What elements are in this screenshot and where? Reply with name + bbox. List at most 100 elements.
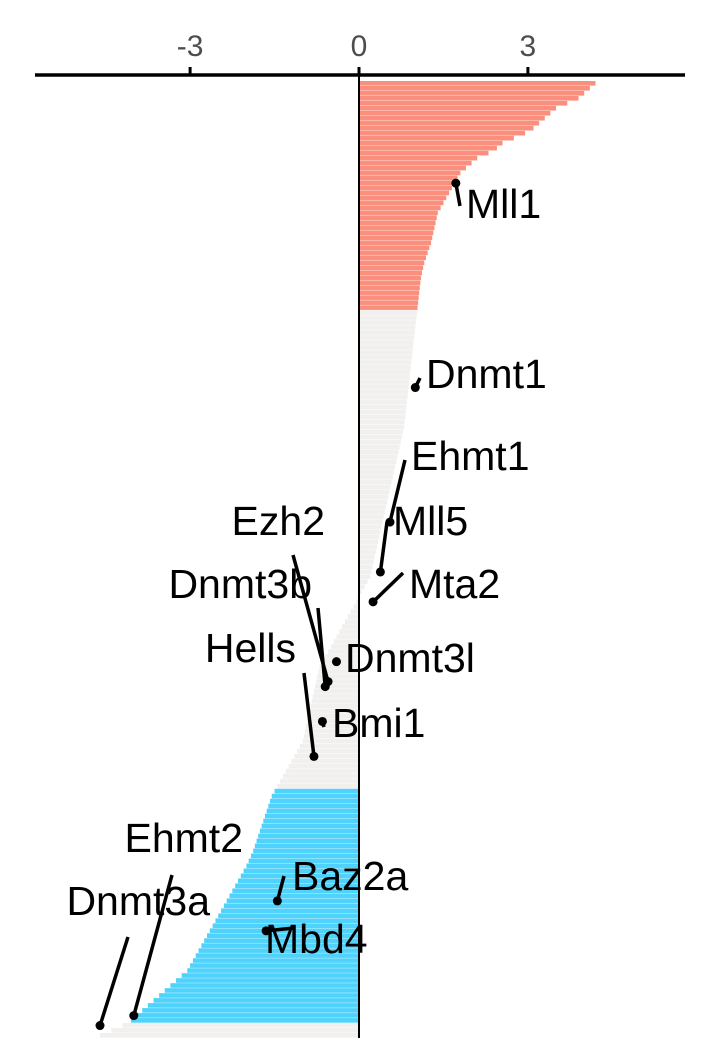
bar [359, 449, 399, 455]
gene-point [375, 567, 385, 577]
bar [285, 768, 359, 774]
bar [307, 719, 359, 724]
bar [270, 798, 359, 804]
gene-label: Ehmt1 [411, 433, 530, 479]
bar [303, 733, 359, 739]
bar [359, 310, 417, 315]
bar [218, 913, 359, 919]
bar [339, 629, 359, 634]
bar [313, 689, 359, 694]
bar [359, 514, 384, 520]
gene-point [451, 178, 461, 188]
bar [359, 210, 438, 216]
bar [226, 898, 359, 904]
label-leader-line [302, 672, 316, 757]
bar [359, 454, 398, 460]
bar [316, 679, 359, 684]
bar [359, 579, 368, 585]
label-leader-line [132, 874, 174, 1017]
gene-label: Mta2 [409, 561, 500, 607]
bar [310, 704, 359, 709]
bar [359, 190, 450, 196]
bar [359, 225, 435, 231]
gene-label: Dnmt3a [66, 878, 210, 924]
gene-point [129, 1011, 139, 1021]
bar [356, 599, 359, 605]
x-tick-label: -3 [177, 30, 204, 63]
bar [176, 978, 359, 983]
bar [250, 853, 359, 859]
bar [325, 654, 359, 659]
bar [136, 1013, 359, 1018]
gene-point [309, 751, 319, 761]
bar [100, 1033, 360, 1038]
bar [221, 908, 359, 914]
bar [359, 464, 396, 470]
bar [302, 738, 359, 744]
bar [232, 888, 359, 894]
bar [181, 973, 359, 978]
bar [291, 758, 359, 764]
bar [153, 998, 359, 1003]
gene-label: Ehmt2 [125, 815, 244, 861]
bar [277, 783, 359, 789]
bar [359, 215, 437, 221]
bar [308, 714, 359, 719]
bar [359, 499, 388, 505]
bar [304, 728, 359, 734]
bar [359, 170, 461, 176]
bar [359, 365, 411, 370]
bar [359, 404, 407, 410]
bar [246, 863, 359, 869]
bar [330, 644, 359, 649]
bar [206, 933, 359, 938]
bar [130, 1018, 359, 1023]
bar [359, 95, 579, 101]
bar [190, 963, 359, 968]
bar [282, 773, 359, 779]
bar [259, 828, 359, 834]
bar [359, 230, 434, 236]
bar [359, 285, 420, 290]
bar [319, 664, 359, 669]
x-axis-ticks: -3 0 3 [177, 30, 536, 75]
bar [359, 130, 526, 136]
bar [359, 390, 408, 395]
bar [359, 325, 416, 330]
bar [359, 574, 371, 580]
bar [359, 85, 590, 91]
bar [359, 330, 415, 335]
bar [122, 1023, 359, 1028]
bar [258, 833, 359, 839]
bar [359, 385, 409, 390]
bar [170, 983, 359, 988]
bar [266, 808, 359, 814]
bar [359, 484, 391, 490]
label-leader-line [98, 936, 130, 1027]
gene-label: Mbd4 [265, 916, 368, 962]
bar [359, 559, 374, 565]
bar [359, 539, 379, 545]
bar [315, 684, 359, 689]
bar [274, 788, 359, 794]
bar [359, 360, 412, 365]
bar [147, 1003, 359, 1008]
bar [359, 524, 382, 530]
bar [359, 240, 432, 246]
bar [359, 195, 447, 201]
bar [359, 180, 455, 186]
bar [187, 968, 359, 973]
bar [264, 813, 359, 819]
bar [192, 958, 359, 963]
bar [254, 843, 359, 849]
bar [318, 669, 359, 674]
bar [359, 165, 466, 171]
gene-label: Ezh2 [232, 498, 325, 544]
bar [359, 155, 478, 161]
gene-label: Mll5 [393, 498, 468, 544]
bar [359, 439, 401, 445]
label-leader-line [371, 571, 405, 604]
gene-point [317, 716, 327, 726]
bar [359, 150, 489, 156]
